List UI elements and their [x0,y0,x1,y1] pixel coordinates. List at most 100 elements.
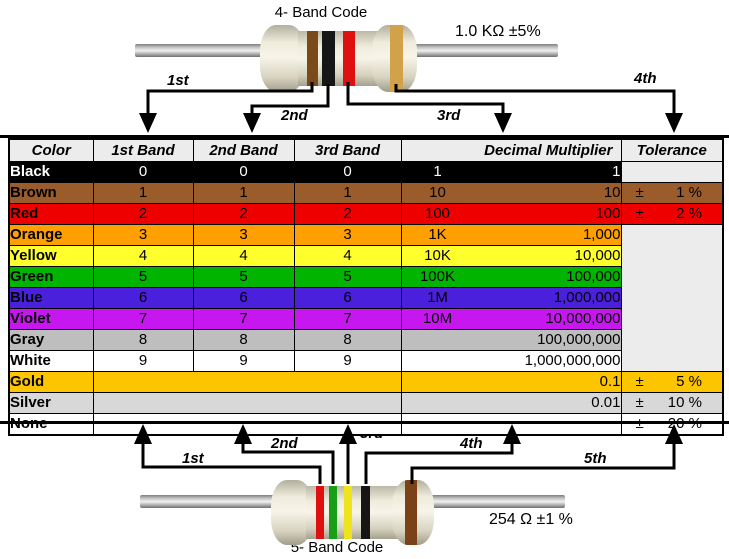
band-digit-cell: 2 [293,203,402,225]
arrow-line-5th [410,442,676,484]
band-merged-empty-cell [92,413,402,436]
arrow-label-5th-bottom: 5th [584,450,607,467]
color-table-body: Black 0 0 0 1 1 Brown 1 1 1 10 10 ±1 % Red 2 2 2 100 100 ±2… [8,161,724,436]
table-row: Black 0 0 0 1 1 [8,161,724,183]
band-digit-cell: 2 [92,203,194,225]
multiplier-cell: 10M 10,000,000 [400,308,622,330]
multiplier-value: 10 [603,184,621,201]
multiplier-shorthand: 1K [428,226,447,243]
color-name-cell: Yellow [8,245,94,267]
plus-minus-symbol: ± [635,373,644,390]
multiplier-cell: 100 100 [400,203,622,225]
tolerance-value: 2 % [676,205,702,222]
arrow-head-5th [665,424,683,444]
tolerance-cell: ±5 % [620,371,724,393]
header-2nd-band: 2nd Band [192,138,295,162]
table-row: White 9 9 9 1,000,000,000 [8,350,723,372]
resistor-band-green [329,486,337,539]
tolerance-cell [620,161,724,183]
band-digit-cell: 9 [192,350,295,372]
resistor-body-cap [392,480,434,545]
band-digit-cell: 9 [92,350,194,372]
resistor-band-red [316,486,324,539]
band-digit-cell: 4 [92,245,194,267]
arrow-head-4th [503,424,521,444]
multiplier-shorthand: 100 [424,205,451,222]
band-digit-cell: 5 [293,266,402,288]
table-row: Gold 0.1 ±5 % [8,371,724,393]
header-tolerance: Tolerance [620,138,724,162]
band-merged-empty-cell [92,392,402,414]
multiplier-shorthand: 1 [433,163,442,180]
table-header-row: Color 1st Band 2nd Band 3rd Band Decimal… [8,138,724,162]
arrow-line-3rd [346,82,505,115]
arrow-line-2nd [241,442,335,484]
multiplier-cell: 1,000,000,000 [400,350,622,372]
multiplier-value: 1,000,000 [553,289,621,306]
multiplier-shorthand: 10 [429,184,446,201]
arrow-head-3rd [339,424,357,444]
plus-minus-symbol: ± [635,205,644,222]
multiplier-value: 10,000,000 [545,310,621,327]
multiplier-cell: 10 10 [400,182,622,204]
band-digit-cell: 6 [92,287,194,309]
resistor-body-cap [372,25,417,92]
header-3rd-band: 3rd Band [293,138,402,162]
tolerance-cell: ±1 % [620,182,724,204]
multiplier-cell: 1M 1,000,000 [400,287,622,309]
table-row: Violet 7 7 7 10M 10,000,000 [8,308,723,330]
band-digit-cell: 8 [92,329,194,351]
bottom-arrows [134,424,683,484]
color-name-cell: Gold [8,371,94,393]
band-digit-cell: 7 [293,308,402,330]
multiplier-value: 1 [612,163,621,180]
color-name-cell: Orange [8,224,94,246]
top-arrows [139,82,683,133]
arrow-line-4th [364,442,514,484]
table-row: Blue 6 6 6 1M 1,000,000 [8,287,723,309]
band-digit-cell: 3 [293,224,402,246]
resistor-band-gold [390,25,403,92]
arrow-head-2nd [234,424,252,444]
multiplier-value: 1,000 [582,226,621,243]
band-digit-cell: 1 [293,182,402,204]
arrow-head-1st [134,424,152,444]
multiplier-cell [400,413,622,436]
band-digit-cell: 2 [192,203,295,225]
band-digit-cell: 7 [192,308,295,330]
color-name-cell: White [8,350,94,372]
color-name-cell: Violet [8,308,94,330]
arrow-head-2nd [243,113,261,133]
resistor-body-cap [260,25,305,92]
resistor-band-red [343,31,355,86]
arrow-line-2nd [250,84,330,115]
multiplier-shorthand: 100K [419,268,456,285]
multiplier-cell: 0.1 [400,371,622,393]
table-row: Yellow 4 4 4 10K 10,000 [8,245,723,267]
multiplier-value: 0.01 [591,394,621,411]
band-digit-cell: 1 [192,182,295,204]
table-row: Gray 8 8 8 100,000,000 [8,329,723,351]
table-row: Silver 0.01 ±10 % [8,392,724,414]
multiplier-value: 100,000 [566,268,621,285]
color-name-cell: Gray [8,329,94,351]
multiplier-cell: 100,000,000 [400,329,622,351]
band-digit-cell: 0 [192,161,295,183]
arrow-head-4th [665,113,683,133]
band-digit-cell: 7 [92,308,194,330]
table-row: Red 2 2 2 100 100 ±2 % [8,203,724,225]
arrow-label-1st-top: 1st [167,72,189,89]
color-name-cell: Silver [8,392,94,414]
resistor-band-brown [405,480,417,545]
band-digit-cell: 6 [293,287,402,309]
table-row: Brown 1 1 1 10 10 ±1 % [8,182,724,204]
color-code-table: Color 1st Band 2nd Band 3rd Band Decimal… [8,138,724,436]
band-digit-cell: 4 [192,245,295,267]
band-digit-cell: 8 [293,329,402,351]
plus-minus-symbol: ± [635,394,644,411]
arrow-line-4th [394,84,676,115]
five-band-title: 5- Band Code [290,539,384,556]
band-digit-cell: 0 [92,161,194,183]
